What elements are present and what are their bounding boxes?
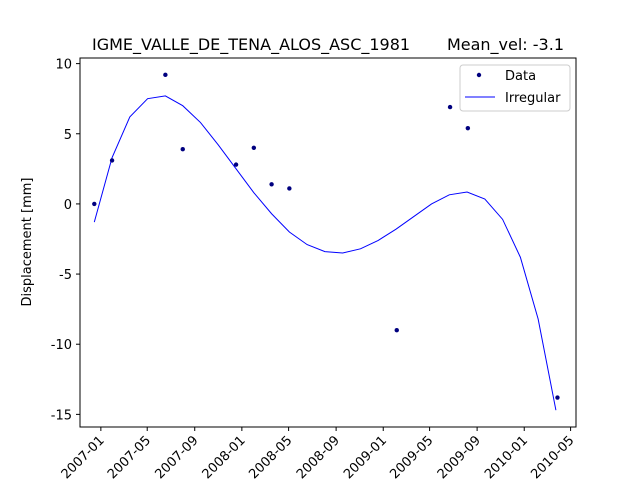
data-point: [109, 158, 115, 163]
data-point: [555, 395, 560, 400]
data-point: [465, 125, 471, 131]
y-tick-label: -10: [51, 338, 72, 353]
data-point: [251, 145, 257, 150]
data-point: [269, 182, 274, 187]
plot-area: [92, 72, 560, 411]
legend: Data Irregular: [459, 64, 571, 112]
y-axis: 10 5 0 -5 -10 -15: [51, 58, 80, 423]
data-point: [447, 104, 453, 110]
y-tick-label: 5: [64, 128, 72, 143]
data-point: [92, 201, 97, 207]
legend-box: [459, 64, 571, 112]
data-point: [233, 162, 239, 167]
data-point: [394, 327, 399, 333]
data-point: [163, 72, 168, 78]
data-point: [180, 146, 185, 152]
irregular-line: [93, 95, 557, 411]
y-axis-label: Displacement [mm]: [20, 178, 35, 307]
legend-irregular-label: Irregular: [505, 91, 561, 106]
data-point: [287, 186, 292, 191]
y-tick-label: 10: [55, 58, 72, 73]
legend-data-label: Data: [505, 69, 536, 84]
y-tick-label: 0: [64, 198, 72, 213]
plot-frame: [79, 57, 577, 428]
chart-title: IGME_VALLE_DE_TENA_ALOS_ASC_1981: [92, 35, 410, 55]
y-tick-label: -15: [51, 408, 72, 423]
chart-subtitle: Mean_vel: -3.1: [447, 35, 564, 55]
legend-data-marker: [476, 72, 482, 78]
y-tick-label: -5: [59, 268, 72, 283]
